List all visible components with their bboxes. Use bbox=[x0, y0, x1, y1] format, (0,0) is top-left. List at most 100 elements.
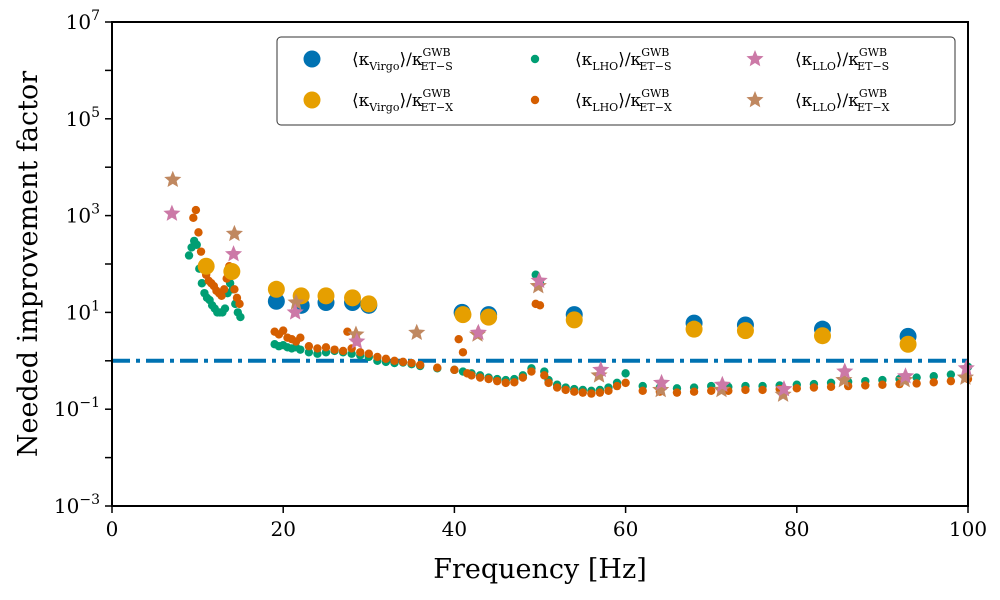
data-point bbox=[736, 322, 754, 340]
data-point bbox=[450, 365, 459, 375]
data-point bbox=[510, 378, 519, 387]
data-point bbox=[878, 380, 887, 389]
data-point bbox=[689, 387, 699, 396]
data-point bbox=[621, 378, 630, 388]
data-point bbox=[230, 285, 239, 294]
legend-label: ⟨κVirgo⟩/κGWB ET−X bbox=[352, 87, 453, 114]
data-point bbox=[287, 293, 305, 310]
legend-marker bbox=[530, 95, 540, 105]
legend-entry-llo-x: ⟨κLLO⟩/κGWB ET−X bbox=[746, 87, 890, 114]
data-point bbox=[475, 373, 485, 382]
data-point bbox=[194, 228, 203, 237]
data-point bbox=[279, 326, 288, 335]
data-point bbox=[220, 304, 230, 313]
data-point bbox=[338, 346, 348, 356]
data-point bbox=[217, 291, 226, 301]
y-axis-label: Needed improvement factor bbox=[13, 71, 44, 457]
data-point bbox=[956, 368, 974, 385]
data-point bbox=[612, 381, 622, 391]
data-point bbox=[929, 372, 938, 381]
x-tick-label: 0 bbox=[106, 517, 119, 541]
data-point bbox=[317, 287, 335, 305]
data-point bbox=[899, 335, 917, 353]
data-point bbox=[347, 325, 365, 342]
data-point bbox=[535, 301, 545, 310]
data-point bbox=[219, 285, 229, 294]
x-tick-label: 80 bbox=[784, 517, 809, 541]
legend-marker bbox=[746, 50, 764, 67]
data-point bbox=[638, 386, 647, 395]
data-point bbox=[713, 375, 731, 393]
data-point bbox=[595, 388, 605, 397]
data-point bbox=[286, 303, 304, 320]
data-point bbox=[454, 334, 463, 344]
x-tick-label: 20 bbox=[270, 517, 295, 541]
x-tick-label: 100 bbox=[949, 517, 987, 541]
data-point bbox=[480, 308, 498, 326]
data-point bbox=[164, 170, 182, 188]
data-point bbox=[224, 245, 243, 262]
data-point bbox=[184, 251, 194, 260]
series-lho-x bbox=[189, 205, 973, 398]
data-point bbox=[758, 385, 767, 395]
data-point bbox=[946, 376, 956, 386]
y-tick-label: 10−3 bbox=[54, 492, 100, 518]
y-tick-label: 103 bbox=[66, 202, 100, 228]
y-tick-label: 101 bbox=[66, 298, 100, 324]
legend-entry-llo-s: ⟨κLLO⟩/κGWB ET−S bbox=[746, 46, 889, 73]
data-point bbox=[321, 343, 331, 352]
data-point bbox=[604, 386, 613, 395]
data-point bbox=[197, 279, 207, 288]
data-point bbox=[809, 383, 819, 392]
data-point bbox=[191, 205, 201, 215]
data-point bbox=[501, 378, 510, 388]
data-point bbox=[398, 357, 408, 367]
data-point bbox=[296, 345, 305, 354]
series-virgo-x bbox=[197, 257, 917, 353]
legend-marker bbox=[746, 91, 764, 108]
data-point bbox=[189, 213, 198, 223]
data-point bbox=[192, 240, 201, 249]
data-point bbox=[544, 378, 553, 388]
y-axis: 10−3 10−1 101 103 105 107 bbox=[54, 8, 112, 518]
data-point bbox=[408, 323, 426, 341]
data-point bbox=[836, 362, 854, 379]
data-point bbox=[652, 380, 670, 398]
data-point bbox=[774, 385, 792, 402]
data-point bbox=[957, 359, 975, 376]
data-point bbox=[381, 354, 391, 363]
data-point bbox=[407, 358, 416, 368]
data-point bbox=[235, 299, 244, 309]
data-point bbox=[592, 360, 610, 378]
data-point bbox=[236, 312, 245, 322]
data-point bbox=[364, 349, 373, 358]
data-point bbox=[813, 327, 831, 345]
data-point bbox=[348, 332, 366, 349]
data-point bbox=[225, 224, 243, 242]
data-point bbox=[672, 388, 682, 397]
legend-marker bbox=[303, 91, 321, 109]
legend-entry-virgo-s: ⟨κVirgo⟩/κGWB ET−S bbox=[303, 46, 453, 73]
legend-marker bbox=[530, 54, 540, 64]
data-point bbox=[946, 370, 956, 379]
x-axis: 0 20 40 60 80 100 bbox=[106, 506, 987, 541]
data-point bbox=[518, 373, 528, 382]
legend-entry-virgo-x: ⟨κVirgo⟩/κGWB ET−X bbox=[303, 87, 453, 114]
data-point bbox=[685, 320, 703, 338]
data-point bbox=[826, 382, 836, 392]
legend-label: ⟨κVirgo⟩/κGWB ET−S bbox=[352, 46, 453, 73]
series-llo-s bbox=[163, 204, 975, 397]
data-point bbox=[454, 306, 472, 324]
data-point bbox=[360, 295, 378, 313]
data-point bbox=[223, 262, 241, 280]
x-tick-label: 40 bbox=[442, 517, 467, 541]
data-point bbox=[344, 289, 362, 307]
data-point bbox=[330, 345, 339, 354]
legend-label: ⟨κLHO⟩/κGWB ET−X bbox=[575, 87, 672, 114]
data-point bbox=[373, 352, 382, 362]
legend-label: ⟨κLLO⟩/κGWB ET−X bbox=[795, 87, 890, 114]
data-point bbox=[552, 383, 562, 392]
data-point bbox=[163, 204, 181, 221]
data-point bbox=[652, 373, 671, 391]
